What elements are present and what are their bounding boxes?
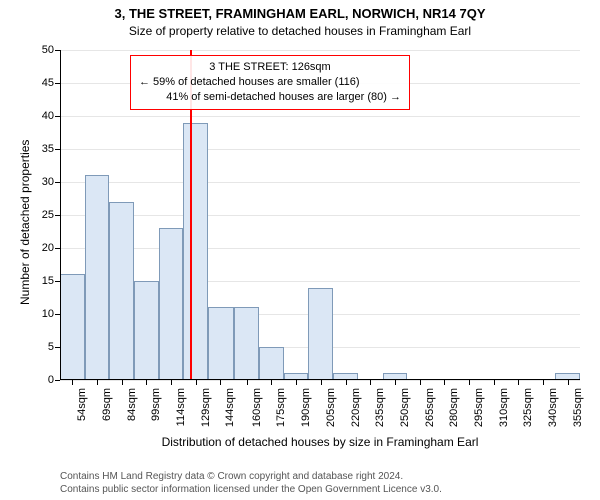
histogram-bar [159,228,184,380]
y-tick [55,347,60,348]
x-tick-label: 310sqm [498,388,510,442]
histogram-bar [109,202,134,380]
x-tick [72,380,73,385]
x-tick [469,380,470,385]
histogram-bar [183,123,208,380]
footer-line2: Contains public sector information licen… [60,483,442,496]
y-tick-label: 35 [28,143,54,155]
y-axis-line [60,50,61,380]
x-tick [196,380,197,385]
x-tick-label: 235sqm [374,388,386,442]
y-tick [55,215,60,216]
y-tick-label: 15 [28,275,54,287]
x-tick-label: 265sqm [424,388,436,442]
x-tick [346,380,347,385]
y-tick [55,83,60,84]
x-tick [518,380,519,385]
x-tick-label: 175sqm [275,388,287,442]
x-tick-label: 144sqm [224,388,236,442]
x-tick [420,380,421,385]
x-tick [97,380,98,385]
histogram-bar [60,274,85,380]
y-tick-label: 50 [28,44,54,56]
annotation-line1: 3 THE STREET: 126sqm [139,60,401,75]
x-tick-label: 295sqm [473,388,485,442]
x-tick-label: 69sqm [101,388,113,442]
y-tick-label: 40 [28,110,54,122]
annotation-box: 3 THE STREET: 126sqm ← 59% of detached h… [130,55,410,110]
x-tick [146,380,147,385]
gridline-h [60,50,580,51]
x-tick [444,380,445,385]
x-tick-label: 340sqm [547,388,559,442]
x-tick [370,380,371,385]
footer-attribution: Contains HM Land Registry data © Crown c… [60,470,442,496]
x-tick [321,380,322,385]
x-tick-label: 129sqm [200,388,212,442]
gridline-h [60,215,580,216]
x-tick-label: 220sqm [350,388,362,442]
footer-line1: Contains HM Land Registry data © Crown c… [60,470,442,483]
x-tick-label: 190sqm [300,388,312,442]
histogram-bar [134,281,159,380]
x-tick-label: 160sqm [251,388,263,442]
y-tick-label: 20 [28,242,54,254]
x-tick-label: 54sqm [76,388,88,442]
chart-title-main: 3, THE STREET, FRAMINGHAM EARL, NORWICH,… [0,6,600,21]
x-tick-label: 325sqm [522,388,534,442]
histogram-bar [259,347,284,380]
gridline-h [60,149,580,150]
y-tick [55,182,60,183]
y-tick [55,380,60,381]
y-tick [55,116,60,117]
y-tick [55,50,60,51]
x-tick [568,380,569,385]
y-tick [55,248,60,249]
x-tick-label: 280sqm [448,388,460,442]
y-tick [55,314,60,315]
chart-title-sub: Size of property relative to detached ho… [0,24,600,38]
histogram-bar [308,288,333,380]
histogram-bar [234,307,260,380]
x-tick-label: 355sqm [572,388,584,442]
x-tick-label: 114sqm [175,388,187,442]
x-tick-label: 250sqm [399,388,411,442]
x-tick [122,380,123,385]
x-tick-label: 99sqm [150,388,162,442]
x-tick [494,380,495,385]
histogram-bar [85,175,110,380]
x-tick-label: 205sqm [325,388,337,442]
gridline-h [60,248,580,249]
x-tick [271,380,272,385]
x-tick [171,380,172,385]
y-tick-label: 10 [28,308,54,320]
x-tick [543,380,544,385]
x-tick [220,380,221,385]
y-tick [55,281,60,282]
annotation-line3: 41% of semi-detached houses are larger (… [139,90,401,105]
gridline-h [60,182,580,183]
x-tick-label: 84sqm [126,388,138,442]
y-tick-label: 30 [28,176,54,188]
x-tick [395,380,396,385]
gridline-h [60,116,580,117]
x-tick [296,380,297,385]
y-tick-label: 0 [28,374,54,386]
y-tick-label: 45 [28,77,54,89]
y-tick [55,149,60,150]
y-tick-label: 5 [28,341,54,353]
histogram-bar [208,307,234,380]
annotation-line2: ← 59% of detached houses are smaller (11… [139,75,401,90]
y-tick-label: 25 [28,209,54,221]
x-tick [247,380,248,385]
